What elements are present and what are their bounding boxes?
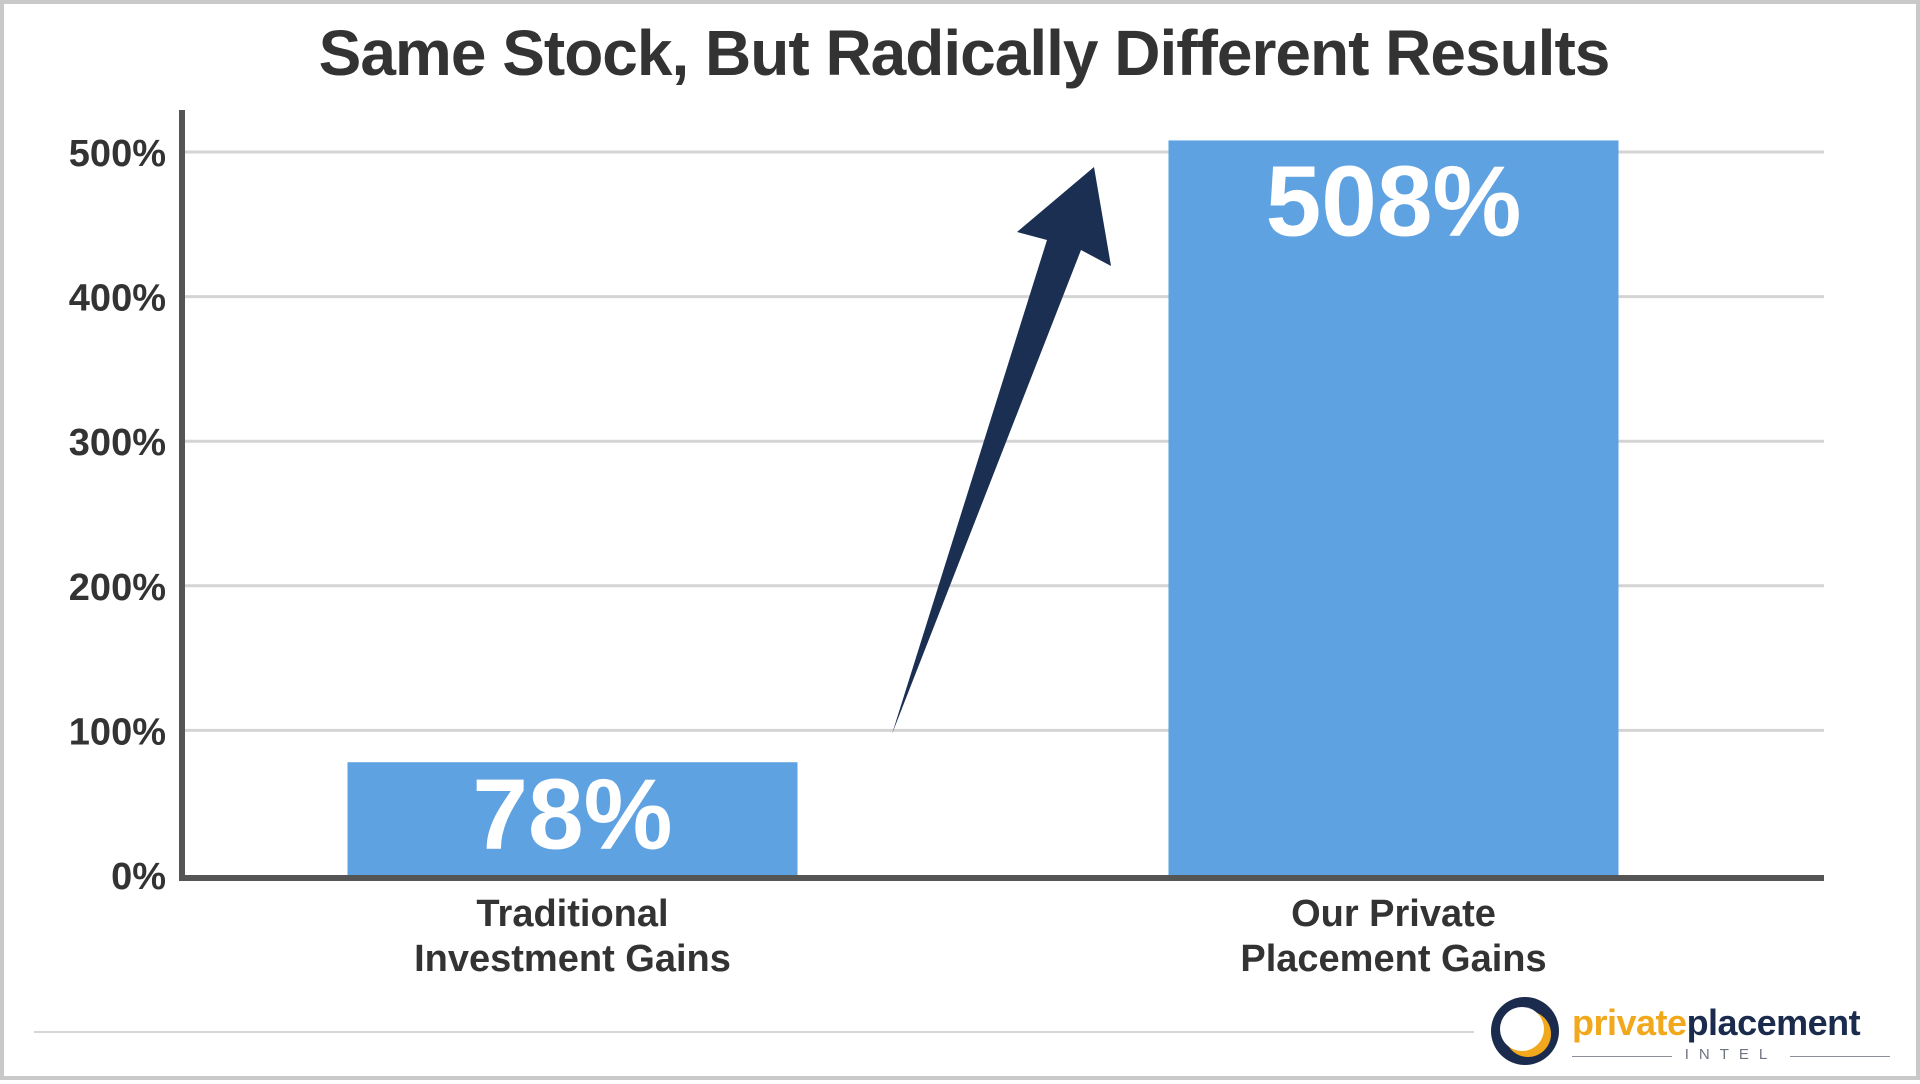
- brand-logo: privateplacement INTEL: [1488, 994, 1898, 1069]
- logo-word-placement: placement: [1686, 1002, 1861, 1043]
- logo-subtitle: INTEL: [1572, 1046, 1890, 1066]
- footer-divider: [34, 1031, 1474, 1033]
- logo-wordmark: privateplacement: [1572, 1002, 1861, 1044]
- growth-arrow: [892, 167, 1111, 734]
- data-label: 508%: [1266, 145, 1522, 257]
- axes: [179, 110, 1824, 881]
- y-tick-label: 300%: [69, 422, 166, 464]
- x-category-label: Our Private: [1291, 893, 1496, 935]
- y-tick-label: 0%: [111, 856, 166, 898]
- bar: [347, 762, 798, 875]
- x-category-label: Traditional: [476, 893, 668, 935]
- data-label: 78%: [472, 759, 672, 871]
- logo-ring-icon: [1491, 997, 1559, 1065]
- y-tick-label: 100%: [69, 711, 166, 753]
- logo-word-private: private: [1572, 1002, 1687, 1043]
- x-category-label: Placement Gains: [1240, 938, 1546, 980]
- y-tick-label: 400%: [69, 278, 166, 320]
- bars: [347, 140, 1619, 875]
- chart-title: Same Stock, But Radically Different Resu…: [318, 17, 1611, 89]
- logo-rule-left: [1572, 1056, 1672, 1057]
- logo-rule-right: [1790, 1056, 1890, 1057]
- growth-arrow-icon: [892, 167, 1111, 734]
- y-tick-label: 500%: [69, 133, 166, 175]
- labels: 0% 100% 200% 300% 400% 500% 78% TraditionalInve…: [69, 133, 1547, 980]
- bar: [1168, 140, 1619, 875]
- y-tick-label: 200%: [69, 567, 166, 609]
- bar-chart: 0% 100% 200% 300% 400% 500% 78% TraditionalInve…: [69, 110, 1824, 980]
- x-category-label: Investment Gains: [414, 938, 731, 980]
- logo-sub-text: INTEL: [1684, 1046, 1778, 1063]
